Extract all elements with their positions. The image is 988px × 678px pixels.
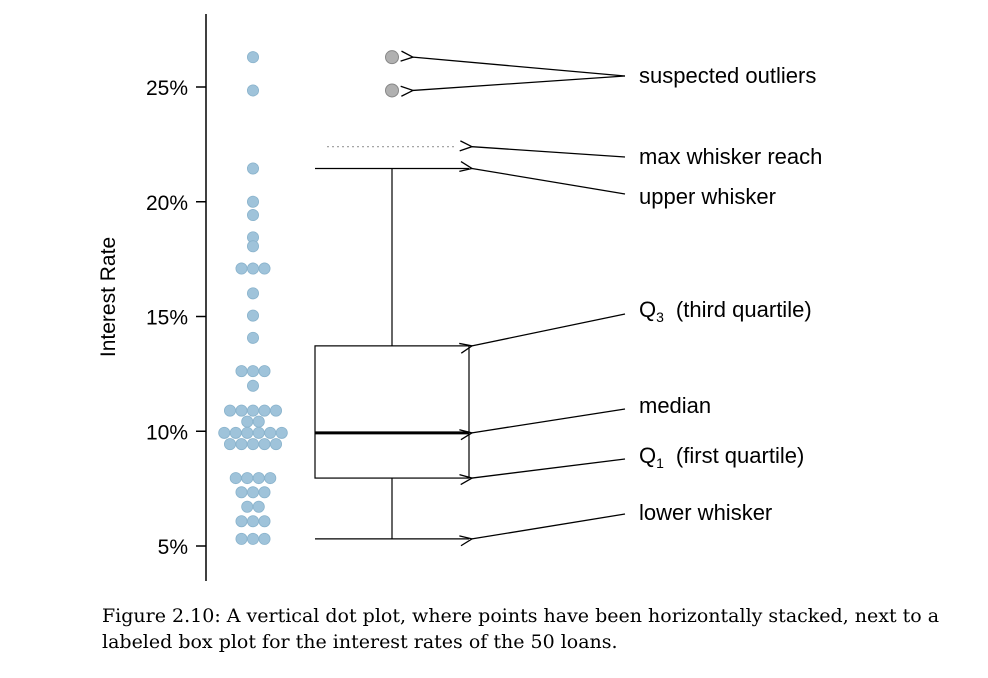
dot-point <box>269 404 282 417</box>
dot-point <box>241 415 254 428</box>
dot-point <box>252 500 265 513</box>
box-q1-q3 <box>314 345 470 479</box>
y-tick-label: 15% <box>146 307 188 330</box>
annotation-arrow <box>472 147 626 158</box>
outlier-point <box>385 83 399 98</box>
dot-point <box>229 426 242 439</box>
label-q1-letter: Q <box>639 443 656 468</box>
label-q3-letter: Q <box>639 297 656 322</box>
dot-point <box>223 404 236 417</box>
dot-point <box>258 532 271 545</box>
dot-point <box>246 51 259 64</box>
dot-point <box>241 500 254 513</box>
dot-point <box>235 438 248 451</box>
dot-point <box>246 438 259 451</box>
dot-point <box>235 532 248 545</box>
label-q3-text: (third quartile) <box>676 297 812 322</box>
label-q1-text: (first quartile) <box>676 443 804 468</box>
annotation-arrows <box>413 57 626 539</box>
dot-point <box>246 532 259 545</box>
dot-point <box>275 426 288 439</box>
outlier-points <box>385 50 399 98</box>
dot-point <box>252 426 265 439</box>
dot-point <box>246 195 259 208</box>
dot-point <box>246 486 259 499</box>
dot-point <box>235 262 248 275</box>
y-tick-label: 10% <box>146 421 188 444</box>
annotation-arrow <box>472 313 626 346</box>
annotation-arrow <box>472 458 626 478</box>
label-lower-whisker: lower whisker <box>639 500 772 525</box>
dot-point <box>235 404 248 417</box>
y-ticks: 5% 10% 15% 20% 25% <box>146 77 206 559</box>
dot-point <box>246 287 259 300</box>
annotation-arrow <box>413 57 626 77</box>
dot-point <box>218 426 231 439</box>
dot-point <box>246 404 259 417</box>
dot-point <box>241 426 254 439</box>
dot-point <box>235 365 248 378</box>
dot-point <box>246 262 259 275</box>
dot-point <box>246 331 259 344</box>
y-tick-label: 25% <box>146 77 188 100</box>
dot-point <box>246 309 259 322</box>
dot-plot <box>218 51 288 545</box>
dot-point <box>269 438 282 451</box>
dot-point <box>258 486 271 499</box>
y-tick-label: 5% <box>158 536 188 559</box>
dot-point <box>229 472 242 485</box>
dot-point <box>264 472 277 485</box>
dot-point <box>223 438 236 451</box>
label-upper-whisker: upper whisker <box>639 184 776 209</box>
dot-point <box>258 515 271 528</box>
dot-point <box>246 240 259 253</box>
annotation-arrow <box>472 513 626 539</box>
dot-point <box>258 438 271 451</box>
box-plot <box>314 50 470 540</box>
outlier-point <box>385 50 399 65</box>
label-suspected-outliers: suspected outliers <box>639 63 816 88</box>
dot-point <box>246 379 259 392</box>
annotation-arrow <box>472 168 626 195</box>
y-tick-label: 20% <box>146 192 188 215</box>
dot-point <box>264 426 277 439</box>
dot-point <box>258 365 271 378</box>
label-max-whisker-reach: max whisker reach <box>639 144 822 169</box>
y-axis-label: Interest Rate <box>97 237 120 357</box>
label-q1-subscript: 1 <box>656 455 664 471</box>
label-median: median <box>639 393 711 418</box>
label-q3-subscript: 3 <box>656 309 664 325</box>
dot-point <box>235 486 248 499</box>
dot-point <box>246 515 259 528</box>
label-q1: Q1 (first quartile) <box>639 443 804 471</box>
dot-point <box>235 515 248 528</box>
annotation-arrow <box>472 408 626 433</box>
dot-point <box>241 472 254 485</box>
dot-point <box>246 162 259 175</box>
annotation-arrow <box>413 75 626 90</box>
dot-point <box>246 84 259 97</box>
dot-point <box>252 472 265 485</box>
label-q3: Q3 (third quartile) <box>639 297 812 325</box>
dot-point <box>258 404 271 417</box>
dot-point <box>246 365 259 378</box>
figure-caption: Figure 2.10: A vertical dot plot, where … <box>102 605 940 653</box>
dot-point <box>252 415 265 428</box>
dot-point <box>258 262 271 275</box>
dot-point <box>246 209 259 222</box>
